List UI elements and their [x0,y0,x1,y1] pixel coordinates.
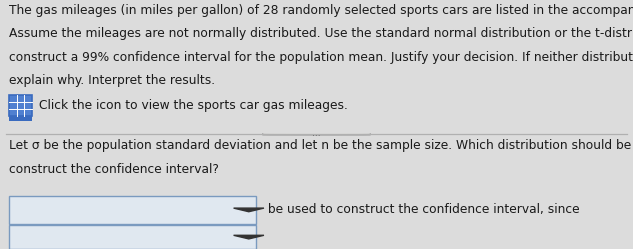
Text: Click the icon to view the sports car gas mileages.: Click the icon to view the sports car ga… [39,99,348,112]
Polygon shape [234,235,264,239]
Text: construct a 99% confidence interval for the population mean. Justify your decisi: construct a 99% confidence interval for … [9,51,633,64]
Text: explain why. Interpret the results.: explain why. Interpret the results. [9,74,216,87]
Text: Assume the mileages are not normally distributed. Use the standard normal distri: Assume the mileages are not normally dis… [9,27,633,40]
Text: ...: ... [312,129,321,138]
Bar [9,116,32,121]
Text: Let σ be the population standard deviation and let n be the sample size. Which d: Let σ be the population standard deviati… [9,139,633,152]
Bar [9,225,256,249]
Text: be used to construct the confidence interval, since: be used to construct the confidence inte… [264,203,580,216]
Bar [9,95,32,116]
Text: The gas mileages (in miles per gallon) of 28 randomly selected sports cars are l: The gas mileages (in miles per gallon) o… [9,4,633,17]
Bar [9,196,256,224]
FancyBboxPatch shape [263,133,370,135]
Text: construct the confidence interval?: construct the confidence interval? [9,163,220,176]
Polygon shape [234,208,264,212]
